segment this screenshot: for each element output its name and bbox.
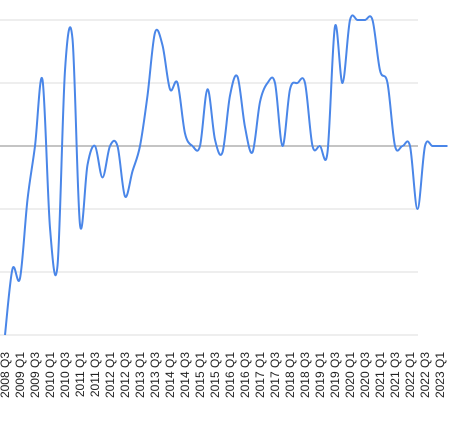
x-tick-label: 2015 Q1 <box>193 352 207 398</box>
x-tick-label: 2008 Q3 <box>0 352 12 398</box>
x-tick-label: 2016 Q3 <box>238 352 252 398</box>
x-tick-label: 2018 Q1 <box>283 352 297 398</box>
x-tick-label: 2021 Q1 <box>373 352 387 398</box>
x-tick-label: 2009 Q3 <box>28 352 42 398</box>
x-tick-label: 2019 Q3 <box>328 352 342 398</box>
x-tick-label: 2014 Q3 <box>178 352 192 398</box>
x-tick-label: 2013 Q3 <box>148 352 162 398</box>
x-tick-label: 2012 Q3 <box>118 352 132 398</box>
x-tick-label: 2017 Q3 <box>268 352 282 398</box>
x-tick-label: 2015 Q3 <box>208 352 222 398</box>
x-tick-label: 2016 Q1 <box>223 352 237 398</box>
x-tick-label: 2011 Q3 <box>88 352 102 397</box>
data-line <box>4 14 448 336</box>
x-tick-label: 2009 Q1 <box>13 352 27 398</box>
x-tick-label: 2022 Q3 <box>418 352 432 398</box>
x-tick-label: 2019 Q1 <box>313 352 327 398</box>
x-tick-label: 2012 Q1 <box>103 352 117 398</box>
x-tick-label: 2020 Q1 <box>343 352 357 398</box>
x-tick-label: 2013 Q1 <box>133 352 147 398</box>
x-tick-label: 2010 Q1 <box>43 352 57 398</box>
x-tick-label: 2022 Q1 <box>403 352 417 398</box>
x-tick-label: 2018 Q3 <box>298 352 312 398</box>
x-tick-label: 2020 Q3 <box>358 352 372 398</box>
x-tick-label: 2014 Q1 <box>163 352 177 398</box>
x-tick-label: 2017 Q1 <box>253 352 267 398</box>
x-tick-label: 2023 Q1 <box>433 352 447 398</box>
x-tick-label: 2010 Q3 <box>58 352 72 398</box>
x-tick-label: 2021 Q3 <box>388 352 402 398</box>
x-tick-label: 2011 Q1 <box>73 352 87 397</box>
